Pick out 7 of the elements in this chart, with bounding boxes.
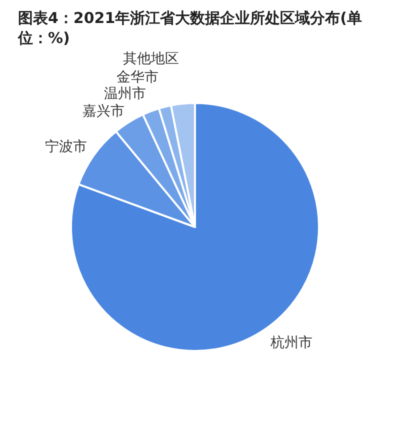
chart-title: 图表4：2021年浙江省大数据企业所处区域分布(单位：%) (18, 8, 364, 48)
slice-label: 其他地区 (122, 50, 179, 67)
slice-label: 宁波市 (45, 138, 88, 155)
slice-label: 嘉兴市 (82, 103, 125, 120)
slice-label: 杭州市 (270, 335, 313, 352)
slice-label: 金华市 (116, 69, 159, 86)
slice-label: 温州市 (104, 86, 146, 102)
